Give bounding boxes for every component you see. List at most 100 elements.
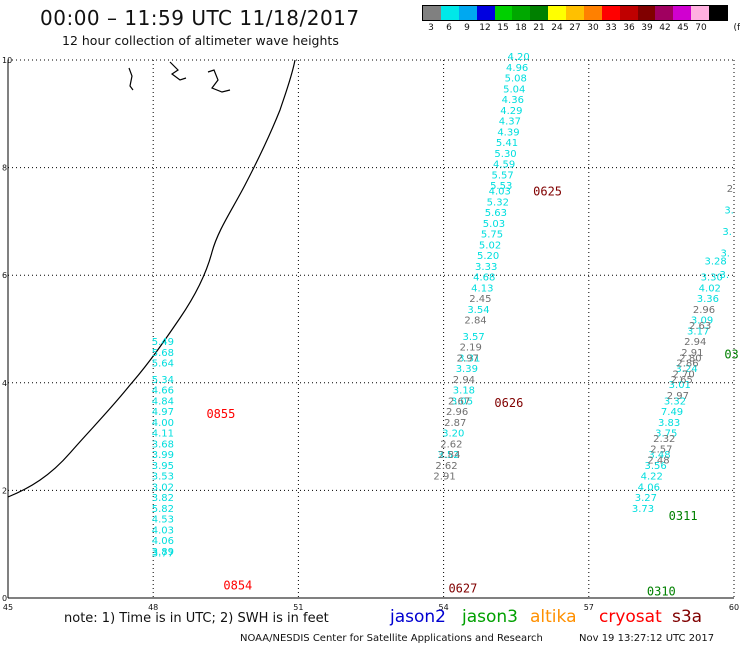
satellite-jason2: jason2 [390,607,446,627]
legend-label: 30 [587,23,599,33]
wave-height-value: 3.95 [152,461,174,472]
wave-height-value: 2.97 [667,391,689,402]
wave-height-value: 2.48 [647,456,669,467]
wave-height-value: 2.67 [448,396,470,407]
legend-label: 21 [533,23,545,33]
wave-height-value: 5.41 [496,138,518,149]
legend-swatch [673,6,692,20]
lat-tick-label: 2 [2,486,7,495]
wave-height-value: 4.68 [473,273,495,284]
wave-height-value: 2.96 [446,407,468,418]
legend-swatch [637,6,656,20]
wave-height-value: 3.36 [697,294,719,305]
wave-height-value: 4.53 [152,515,174,526]
wave-height-value: 5.63 [485,208,507,219]
wave-height-value: 5.20 [477,251,499,262]
lat-tick-label: 10 [2,56,12,65]
pass-time-label: 0626 [494,396,523,410]
wave-height-value: 2.80 [679,353,701,364]
legend-label: 12 [479,23,491,33]
wave-height-value: 3.56 [644,461,666,472]
wave-height-value: 2.84 [438,450,460,461]
wave-height-value: 5.03 [483,219,505,230]
wave-height-value: 2.65 [671,375,693,386]
wave-height-value: 3.30 [701,273,723,284]
wave-height-value: 5.82 [152,504,174,515]
pass-time-label: 0855 [206,407,235,421]
wave-height-value: 3.31 [458,353,480,364]
pass-time-label: 0625 [533,185,562,199]
legend-swatches [422,5,728,21]
wave-height-value: 4.96 [506,63,528,74]
wave-height-value: 3.24 [675,364,697,375]
wave-height-value: 3.28 [704,256,726,267]
pass-time-label: 0311 [669,509,698,523]
lat-tick-label: 6 [2,271,7,280]
legend-label: 33 [605,23,617,33]
legend-swatch [655,6,674,20]
lat-tick-label: 8 [2,164,7,173]
wave-height-value: 3.54 [467,305,489,316]
generated-timestamp: Nov 19 13:27:12 UTC 2017 [579,633,715,644]
wave-height-value: 2.97 [457,353,479,364]
wave-height-value: 2.19 [460,343,482,354]
satellite-s3a: s3a [672,607,703,627]
island-2 [169,61,187,81]
pass-time-labels: 0625 0626 0627 0855 0854 0311 0310 03 3. 3. 3. 3. 2 [206,184,738,599]
lat-lon-grid [7,59,735,599]
wave-height-value: 5.32 [487,197,509,208]
legend-label: 45 [677,23,689,33]
wave-height-value: 4.39 [497,127,519,138]
legend-swatch [440,6,459,20]
wave-height-value: 4.66 [152,386,174,397]
wave-height-value: 3.99 [152,450,174,461]
wave-height-value: 3.48 [648,450,670,461]
legend-label: 15 [497,23,509,33]
lon-tick-label: 48 [148,603,158,612]
edge-value: 3. [720,248,730,259]
edge-value: 3. [719,270,729,281]
wave-height-value: 3.39 [456,364,478,375]
wave-height-value: 5.49 [152,337,174,348]
footer-note: note: 1) Time is in UTC; 2) SWH is in fe… [64,611,329,626]
wave-height-value: 3.73 [632,504,654,515]
wave-height-value: 4.20 [507,52,529,63]
wave-height-value: 2.62 [435,461,457,472]
coastline-path [7,59,296,498]
legend-swatch [530,6,549,20]
lat-tick-label: 0 [2,594,7,603]
legend-label: 18 [515,23,527,33]
wave-height-value: 5.64 [152,359,174,370]
wave-height-value: 4.36 [502,95,524,106]
legend-swatch [476,6,495,20]
lon-tick-label: 51 [293,603,303,612]
lon-tick-label: 57 [584,603,594,612]
wave-height-value: 5.02 [479,240,501,251]
wave-height-value: 4.11 [152,429,174,440]
wave-height-value: 3.68 [152,439,174,450]
wave-height-value: 7.49 [661,407,683,418]
pass-time-label: 0310 [647,584,676,598]
wave-height-value: 4.02 [699,283,721,294]
edge-value: 2 [727,184,733,195]
lat-tick-label: 4 [2,379,7,388]
wave-height-value: 4.22 [641,472,663,483]
legend-unit: (ft) [733,23,740,33]
wave-height-value: 3.52 [437,450,459,461]
legend-label: 36 [623,23,635,33]
wave-height-value: 4.37 [499,117,521,128]
legend-swatch [423,6,441,20]
wave-height-value: 3.01 [669,380,691,391]
legend-swatch [512,6,531,20]
lon-tick-label: 60 [729,603,739,612]
wave-height-value: 3.32 [664,396,686,407]
credit-line: NOAA/NESDIS Center for Satellite Applica… [240,633,543,644]
wave-height-value: 4.29 [500,106,522,117]
edge-value: 3. [722,227,732,238]
wave-height-value: 3.18 [453,386,475,397]
edge-value: 3. [724,205,734,216]
legend-label: 3 [428,23,434,33]
wave-height-value: 3.20 [442,429,464,440]
legend-swatch [566,6,584,20]
